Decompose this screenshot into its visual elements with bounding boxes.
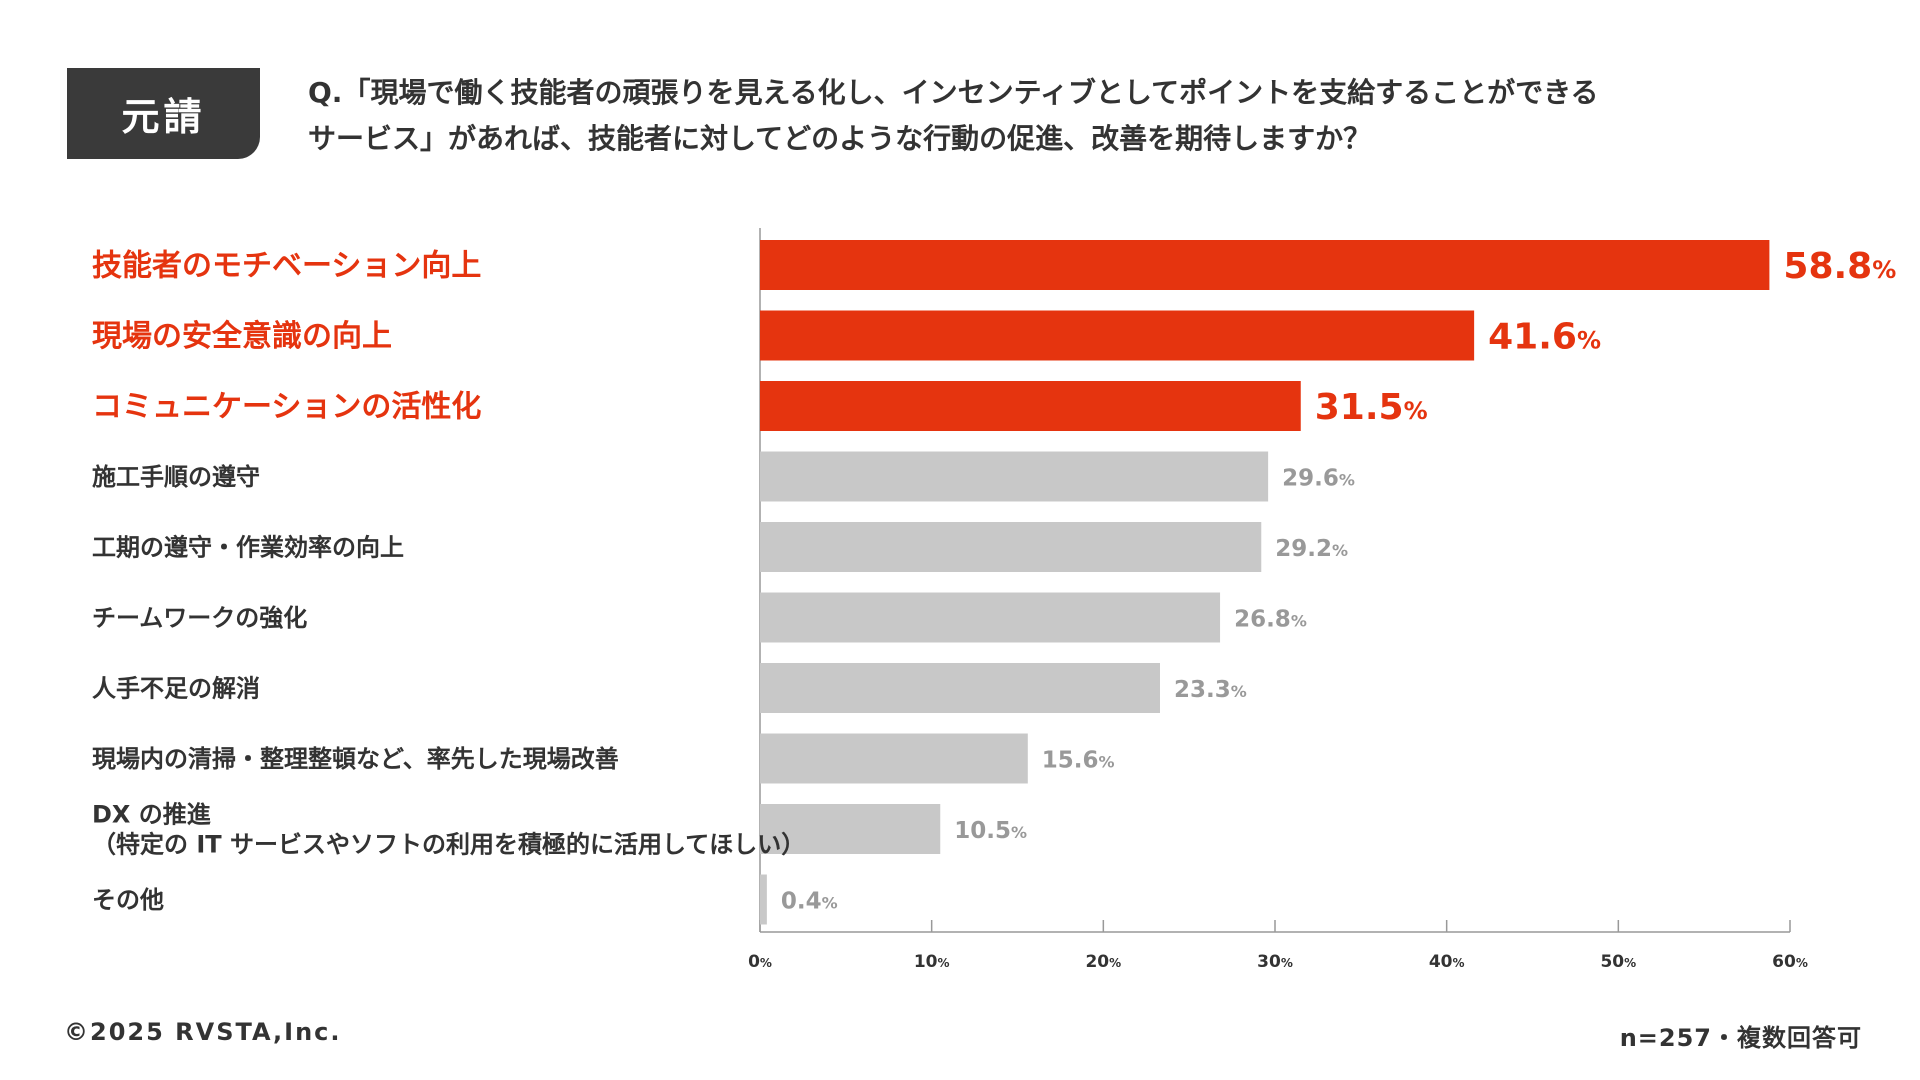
sample-note: n=257・複数回答可	[1619, 1024, 1862, 1052]
bar	[760, 874, 767, 925]
x-tick-unit: %	[1109, 956, 1121, 970]
category-label: 技能者のモチベーション向上	[92, 249, 481, 284]
question-line-2: サービス」があれば、技能者に対してどのような行動の促進、改善を期待しますか？	[308, 122, 1372, 155]
x-tick-unit: %	[1452, 956, 1464, 970]
x-tick-label: 20%	[1085, 952, 1121, 972]
x-tick-unit: %	[1624, 956, 1636, 970]
value-label: 31.5%	[1315, 387, 1428, 428]
category-label: その他	[92, 886, 164, 914]
category-label: DX の推進	[92, 800, 211, 828]
category-label: 人手不足の解消	[92, 674, 260, 702]
value-unit: %	[1577, 327, 1601, 355]
category-label: （特定の IT サービスやソフトの利用を積極的に活用してほしい）	[92, 830, 805, 858]
category-label: 現場の安全意識の向上	[92, 319, 392, 354]
value-label: 41.6%	[1488, 317, 1601, 358]
bar-highlighted	[760, 240, 1770, 290]
bar	[760, 451, 1269, 502]
respondent-badge: 元請	[67, 68, 260, 159]
question-line-1: Q.「現場で働く技能者の頑張りを見える化し、インセンティブとしてポイントを支給す…	[308, 76, 1599, 109]
question-text: Q.「現場で働く技能者の頑張りを見える化し、インセンティブとしてポイントを支給す…	[308, 70, 1868, 162]
bar-highlighted	[760, 381, 1301, 431]
x-tick-label: 60%	[1772, 952, 1808, 972]
value-unit: %	[1332, 541, 1348, 560]
bar	[760, 522, 1262, 572]
x-tick-label: 40%	[1429, 952, 1465, 972]
value-label: 58.8%	[1783, 246, 1896, 287]
value-label: 10.5%	[954, 818, 1027, 844]
value-label: 15.6%	[1042, 748, 1115, 774]
x-tick-label: 30%	[1257, 952, 1293, 972]
value-unit: %	[1404, 397, 1428, 425]
bar	[760, 663, 1160, 713]
value-unit: %	[1872, 256, 1896, 284]
category-label: 工期の遵守・作業効率の向上	[92, 533, 404, 561]
category-label: 現場内の清掃・整理整頓など、率先した現場改善	[92, 745, 619, 773]
x-tick-unit: %	[937, 956, 949, 970]
bar	[760, 733, 1028, 784]
category-label: 施工手順の遵守	[92, 463, 260, 491]
value-unit: %	[1099, 753, 1115, 772]
x-tick-unit: %	[760, 956, 772, 970]
bar-highlighted	[760, 310, 1475, 361]
x-tick-label: 50%	[1600, 952, 1636, 972]
value-label: 26.8%	[1234, 607, 1307, 633]
value-label: 0.4%	[781, 889, 838, 915]
value-unit: %	[1291, 612, 1307, 631]
value-label: 23.3%	[1174, 677, 1247, 703]
value-label: 29.2%	[1275, 536, 1348, 562]
x-tick-unit: %	[1281, 956, 1293, 970]
value-unit: %	[1011, 823, 1027, 842]
bar	[760, 592, 1221, 643]
bar-chart: 0% 10% 20% 30% 40% 50% 60% 技能者のモチベーション向上 58.8% 現場…	[92, 228, 1896, 972]
value-unit: %	[1231, 682, 1247, 701]
x-tick-label: 0%	[748, 952, 772, 972]
value-label: 29.6%	[1282, 466, 1355, 492]
value-unit: %	[1339, 471, 1355, 490]
bar	[760, 804, 941, 854]
value-unit: %	[822, 894, 838, 913]
x-tick-unit: %	[1796, 956, 1808, 970]
category-label: コミュニケーションの活性化	[92, 390, 481, 425]
copyright: ©2025 RVSTA,Inc.	[64, 1018, 342, 1046]
x-tick-label: 10%	[914, 952, 950, 972]
category-label: チームワークの強化	[92, 604, 307, 632]
